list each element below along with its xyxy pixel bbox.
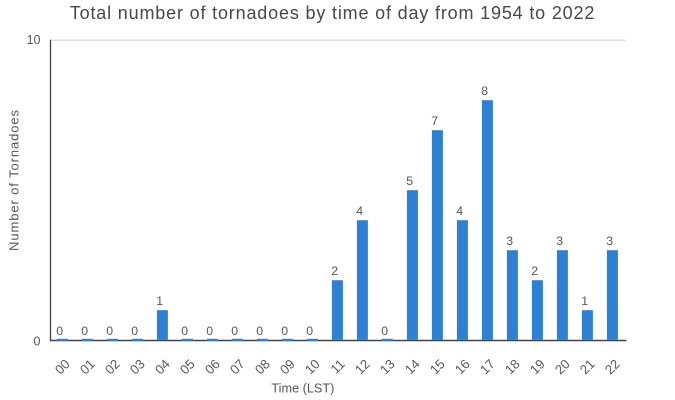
svg-text:0: 0	[34, 334, 41, 348]
svg-text:0: 0	[106, 324, 113, 338]
svg-text:0: 0	[56, 324, 63, 338]
svg-text:5: 5	[406, 174, 413, 188]
svg-text:4: 4	[456, 204, 463, 218]
svg-text:3: 3	[606, 234, 613, 248]
svg-text:3: 3	[556, 234, 563, 248]
svg-text:3: 3	[506, 234, 513, 248]
svg-text:Time (LST): Time (LST)	[271, 381, 334, 395]
svg-text:0: 0	[231, 324, 238, 338]
svg-text:7: 7	[431, 114, 438, 128]
svg-text:0: 0	[306, 324, 313, 338]
svg-text:2: 2	[331, 264, 338, 278]
svg-text:0: 0	[81, 324, 88, 338]
svg-text:10: 10	[27, 33, 41, 47]
svg-text:0: 0	[281, 324, 288, 338]
svg-text:0: 0	[131, 324, 138, 338]
svg-text:Total number of tornadoes by t: Total number of tornadoes by time of day…	[70, 3, 595, 23]
svg-text:0: 0	[206, 324, 213, 338]
svg-text:Number of Tornadoes: Number of Tornadoes	[7, 109, 22, 251]
svg-text:2: 2	[531, 264, 538, 278]
svg-text:0: 0	[181, 324, 188, 338]
svg-text:8: 8	[481, 84, 488, 98]
svg-text:4: 4	[356, 204, 363, 218]
svg-text:1: 1	[156, 294, 163, 308]
svg-text:0: 0	[256, 324, 263, 338]
svg-text:0: 0	[381, 324, 388, 338]
svg-text:1: 1	[581, 294, 588, 308]
